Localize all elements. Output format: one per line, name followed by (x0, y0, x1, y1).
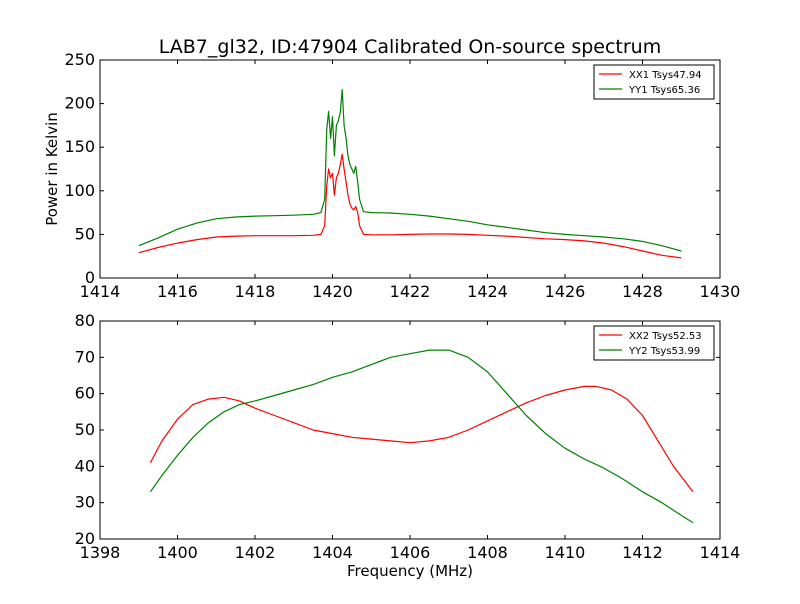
y-tick-label: 250 (64, 50, 95, 69)
series-line-xx2 (149, 385, 694, 493)
y-tick-label: 50 (75, 224, 95, 243)
y-axis-label: Power in Kelvin (43, 112, 61, 226)
y-tick-label: 60 (75, 384, 95, 403)
y-tick-label: 50 (75, 420, 95, 439)
legend-entry: YY2 Tsys53.99 (628, 346, 700, 357)
x-tick-label: 1402 (235, 543, 276, 562)
y-tick-label: 100 (64, 181, 95, 200)
x-tick-label: 1428 (622, 282, 663, 301)
x-tick-label: 1398 (80, 543, 121, 562)
legend-entry: XX1 Tsys47.94 (629, 70, 702, 81)
top-panel: 1414 1416 1418 1420 1422 1424 1426 1428 1430 0 50 1… (43, 36, 740, 301)
legend-entry: YY1 Tsys65.36 (628, 85, 700, 96)
x-tick-label: 1410 (545, 543, 586, 562)
bottom-panel: 1398 1400 1402 1404 1406 1408 1410 1412 1414 20 30… (75, 311, 741, 580)
x-tick-label: 1408 (467, 543, 508, 562)
y-tick-label: 40 (75, 456, 95, 475)
x-tick-label: 1420 (312, 282, 353, 301)
bottom-legend: XX2 Tsys52.53 YY2 Tsys53.99 (593, 325, 715, 361)
y-tick-label: 0 (85, 268, 95, 287)
chart-title: LAB7_gl32, ID:47904 Calibrated On-source… (159, 36, 661, 58)
x-tick-label: 1400 (157, 543, 198, 562)
x-tick-label: 1416 (157, 282, 198, 301)
x-tick-label: 1406 (390, 543, 431, 562)
x-tick-label: 1418 (235, 282, 276, 301)
series-line-yy2 (149, 349, 694, 524)
x-tick-label: 1414 (700, 543, 741, 562)
y-tick-label: 20 (75, 529, 95, 548)
legend-entry: XX2 Tsys52.53 (629, 331, 702, 342)
series-line-yy1 (138, 88, 682, 252)
top-legend: XX1 Tsys47.94 YY1 Tsys65.36 (593, 64, 715, 100)
x-tick-label: 1430 (700, 282, 741, 301)
y-tick-label: 30 (75, 493, 95, 512)
x-tick-label: 1412 (622, 543, 663, 562)
x-tick-label: 1404 (312, 543, 353, 562)
x-tick-label: 1414 (80, 282, 121, 301)
y-tick-label: 70 (75, 347, 95, 366)
y-tick-label: 80 (75, 311, 95, 330)
x-tick-label: 1426 (545, 282, 586, 301)
legend-box (593, 325, 715, 361)
x-tick-label: 1422 (390, 282, 431, 301)
y-tick-label: 150 (64, 137, 95, 156)
legend-box (593, 64, 715, 100)
x-axis-label: Frequency (MHz) (347, 562, 473, 580)
series-line-xx1 (138, 153, 682, 259)
x-tick-label: 1424 (467, 282, 508, 301)
y-tick-label: 200 (64, 94, 95, 113)
